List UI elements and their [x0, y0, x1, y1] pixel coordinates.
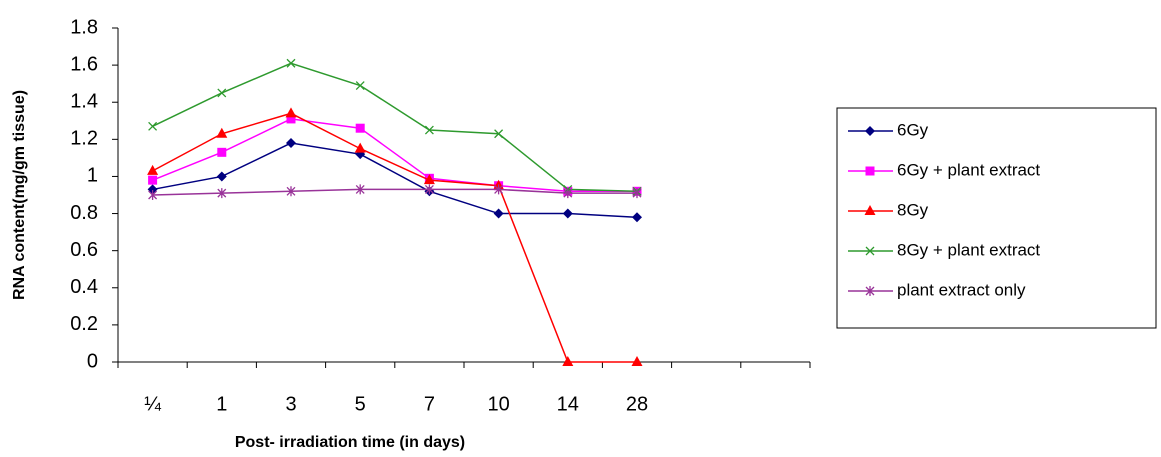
y-tick-label: 0.6	[70, 239, 98, 261]
y-tick-label: 1.4	[70, 91, 98, 113]
legend-label: 8Gy + plant extract	[897, 240, 1040, 259]
y-tick-label: 1	[87, 165, 98, 187]
legend-label: 6Gy	[897, 120, 929, 139]
y-tick-label: 1.6	[70, 53, 98, 75]
marker	[864, 205, 876, 215]
marker	[494, 184, 504, 195]
y-tick-label: 1.8	[70, 16, 98, 38]
marker	[216, 127, 228, 138]
marker	[562, 208, 573, 219]
marker	[286, 114, 296, 124]
marker	[355, 184, 365, 195]
marker	[217, 188, 227, 199]
legend-label: 8Gy	[897, 200, 929, 219]
marker	[494, 129, 504, 139]
marker	[286, 58, 296, 68]
legend-box	[836, 107, 1157, 329]
series-line	[152, 112, 637, 363]
x-tick-label: 5	[355, 393, 366, 415]
series-line	[152, 62, 638, 193]
legend-label: plant extract only	[897, 280, 1026, 299]
marker	[865, 286, 875, 296]
legend-label: 6Gy + plant extract	[897, 160, 1040, 179]
y-axis-title: RNA content(mg/gm tissue)	[11, 90, 28, 300]
series-line	[152, 188, 637, 196]
marker	[865, 246, 875, 256]
marker	[355, 123, 365, 133]
y-tick-label: 0.4	[70, 276, 98, 298]
marker	[355, 81, 365, 90]
marker	[563, 188, 573, 199]
x-tick-label: 1	[216, 393, 227, 415]
marker	[865, 126, 875, 136]
marker	[217, 88, 227, 98]
marker	[148, 175, 158, 185]
series-line	[152, 142, 638, 219]
y-tick-label: 0	[87, 350, 98, 372]
marker	[423, 174, 435, 185]
x-axis-title: Post- irradiation time (in days)	[235, 434, 465, 451]
marker	[632, 212, 642, 223]
marker	[216, 171, 227, 182]
marker	[217, 147, 227, 157]
x-tick-label: 28	[626, 393, 648, 415]
marker	[285, 107, 297, 118]
x-tick-label: 7	[424, 393, 435, 415]
y-tick-label: 0.8	[70, 202, 98, 224]
marker	[286, 138, 296, 149]
marker	[354, 142, 366, 153]
marker	[493, 208, 504, 219]
x-tick-label: 3	[285, 393, 296, 415]
marker	[148, 121, 158, 131]
marker	[424, 184, 434, 195]
marker	[148, 190, 158, 200]
x-tick-label: 14	[557, 393, 579, 415]
marker	[424, 125, 434, 135]
marker	[286, 186, 296, 197]
x-tick-label: 10	[487, 393, 509, 415]
marker	[632, 188, 642, 199]
marker	[865, 166, 875, 176]
marker	[147, 164, 159, 175]
x-tick-label: ¼	[144, 393, 161, 415]
series-line	[152, 118, 637, 193]
marker	[631, 356, 643, 366]
y-tick-label: 0.2	[70, 313, 98, 335]
marker	[562, 356, 574, 366]
y-tick-label: 1.2	[70, 128, 98, 150]
